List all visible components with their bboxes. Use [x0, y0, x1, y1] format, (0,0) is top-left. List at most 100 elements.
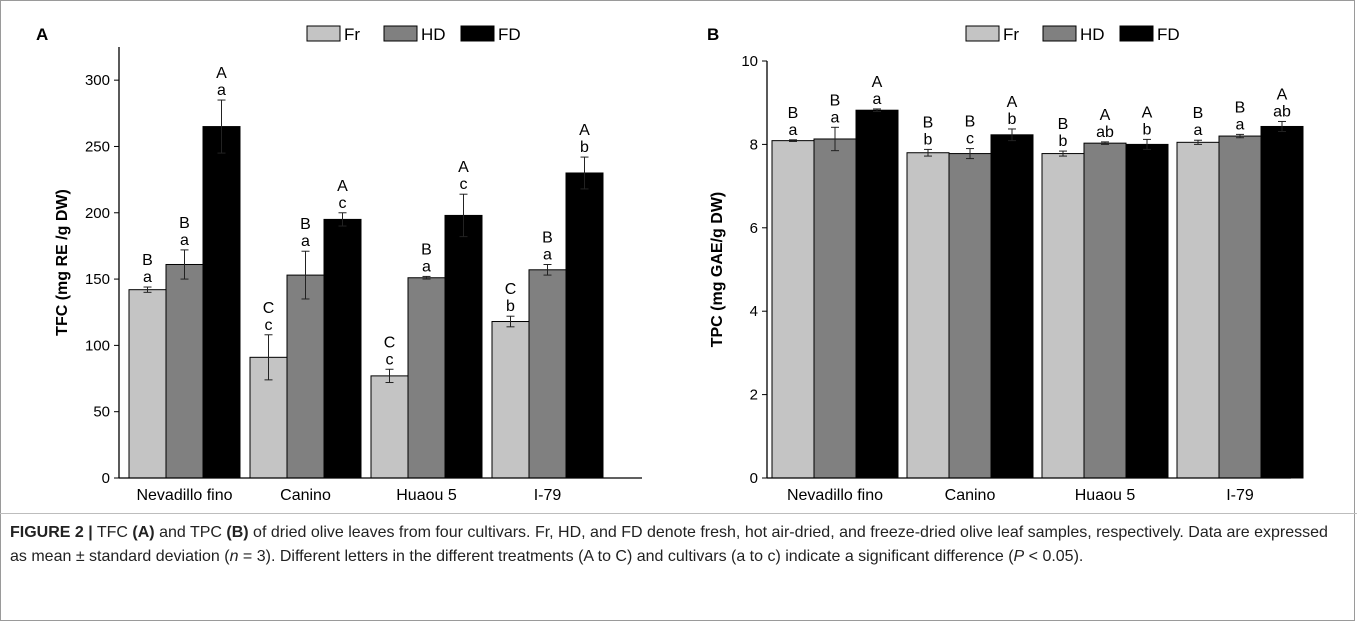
significance-lower: b [1059, 133, 1068, 150]
significance-upper: B [965, 114, 976, 131]
significance-upper: B [300, 216, 311, 233]
significance-upper: C [505, 281, 517, 298]
y-tick-label: 50 [93, 404, 110, 421]
significance-upper: A [872, 74, 883, 91]
legend-label-fd: FD [498, 25, 521, 44]
significance-lower: a [543, 246, 552, 263]
significance-lower: c [339, 195, 347, 212]
significance-lower: c [265, 317, 273, 334]
significance-upper: B [421, 241, 432, 258]
significance-upper: B [1235, 99, 1246, 116]
y-tick-label: 0 [750, 470, 758, 487]
significance-upper: B [830, 92, 841, 109]
y-tick-label: 0 [102, 470, 110, 487]
significance-upper: A [1277, 86, 1288, 103]
legend-swatch-fr [306, 25, 341, 42]
legend: Fr HD FD [965, 25, 1180, 44]
y-tick-label: 8 [750, 136, 758, 153]
legend-swatch-hd [1042, 25, 1077, 42]
caption-panel-b-ref: (B) [226, 524, 249, 541]
significance-lower: a [422, 258, 431, 275]
bar-fd [1260, 125, 1304, 479]
caption-text-1: TFC [92, 524, 133, 541]
y-axis-title: TFC (mg RE /g DW) [54, 189, 71, 336]
caption-text-5: < 0.05). [1024, 548, 1084, 565]
bar-fr [370, 375, 409, 479]
bar-fd [855, 109, 899, 479]
panel-label: A [36, 25, 48, 44]
significance-lower: a [831, 109, 840, 126]
significance-upper: A [1142, 104, 1153, 121]
legend-swatch-fd [460, 25, 495, 42]
caption-text-3: of dried olive leaves from four cultivar… [10, 524, 1328, 565]
caption-text-4: = 3). Different letters in the different… [238, 548, 1014, 565]
significance-lower: a [1194, 122, 1203, 139]
y-tick-label: 10 [741, 53, 758, 70]
x-tick-label: Canino [280, 487, 331, 504]
significance-lower: a [1236, 116, 1245, 133]
x-tick-label: Nevadillo fino [136, 487, 232, 504]
significance-lower: b [580, 139, 589, 156]
y-axis-title: TPC (mg GAE/g DW) [709, 192, 726, 348]
significance-lower: c [386, 351, 394, 368]
bar-hd [407, 277, 446, 479]
significance-upper: B [1058, 116, 1069, 133]
bar-fr [771, 140, 815, 479]
significance-lower: a [789, 122, 798, 139]
legend-label-hd: HD [1080, 25, 1105, 44]
bar-hd [948, 153, 992, 479]
significance-lower: a [301, 233, 310, 250]
legend-label-hd: HD [421, 25, 446, 44]
significance-lower: ab [1273, 103, 1291, 120]
significance-upper: B [1193, 105, 1204, 122]
y-tick-label: 4 [750, 303, 758, 320]
significance-lower: b [506, 298, 515, 315]
bar-fd [323, 218, 362, 479]
caption-n-variable: n [229, 548, 239, 565]
bar-hd [165, 263, 204, 479]
significance-upper: B [142, 252, 153, 269]
x-tick-label: Huaou 5 [1075, 487, 1136, 504]
x-tick-label: I-79 [534, 487, 562, 504]
bar-hd [1218, 135, 1262, 479]
bar-hd [528, 269, 567, 479]
legend-swatch-hd [383, 25, 418, 42]
caption-figure-label: FIGURE 2 | [10, 524, 93, 541]
bar-fd [1125, 143, 1169, 479]
x-tick-label: I-79 [1226, 487, 1254, 504]
bar-hd [286, 274, 325, 479]
caption-panel-a-ref: (A) [132, 524, 155, 541]
caption-text-2: and TPC [154, 524, 227, 541]
significance-lower: a [873, 91, 882, 108]
significance-upper: A [458, 159, 469, 176]
y-tick-label: 2 [750, 387, 758, 404]
bar-fr [128, 289, 167, 479]
significance-upper: C [384, 334, 396, 351]
legend-swatch-fd [1119, 25, 1154, 42]
y-tick-label: 250 [85, 138, 110, 155]
significance-lower: c [966, 131, 974, 148]
significance-lower: b [1008, 111, 1017, 128]
y-tick-label: 6 [750, 220, 758, 237]
significance-upper: A [1100, 107, 1111, 124]
caption-p-variable: P [1013, 548, 1025, 565]
significance-lower: a [217, 82, 226, 99]
y-tick-label: 200 [85, 205, 110, 222]
bar-fd [202, 126, 241, 479]
significance-lower: b [1143, 121, 1152, 138]
legend: Fr HD FD [306, 25, 521, 44]
x-tick-label: Nevadillo fino [787, 487, 883, 504]
significance-upper: C [263, 300, 275, 317]
significance-upper: B [923, 114, 934, 131]
panel-label: B [707, 25, 719, 44]
significance-lower: b [924, 131, 933, 148]
bar-fr [491, 321, 530, 479]
legend-swatch-fr [965, 25, 1000, 42]
significance-upper: A [1007, 94, 1018, 111]
significance-upper: A [579, 122, 590, 139]
x-tick-label: Huaou 5 [396, 487, 457, 504]
legend-label-fr: Fr [1003, 25, 1019, 44]
